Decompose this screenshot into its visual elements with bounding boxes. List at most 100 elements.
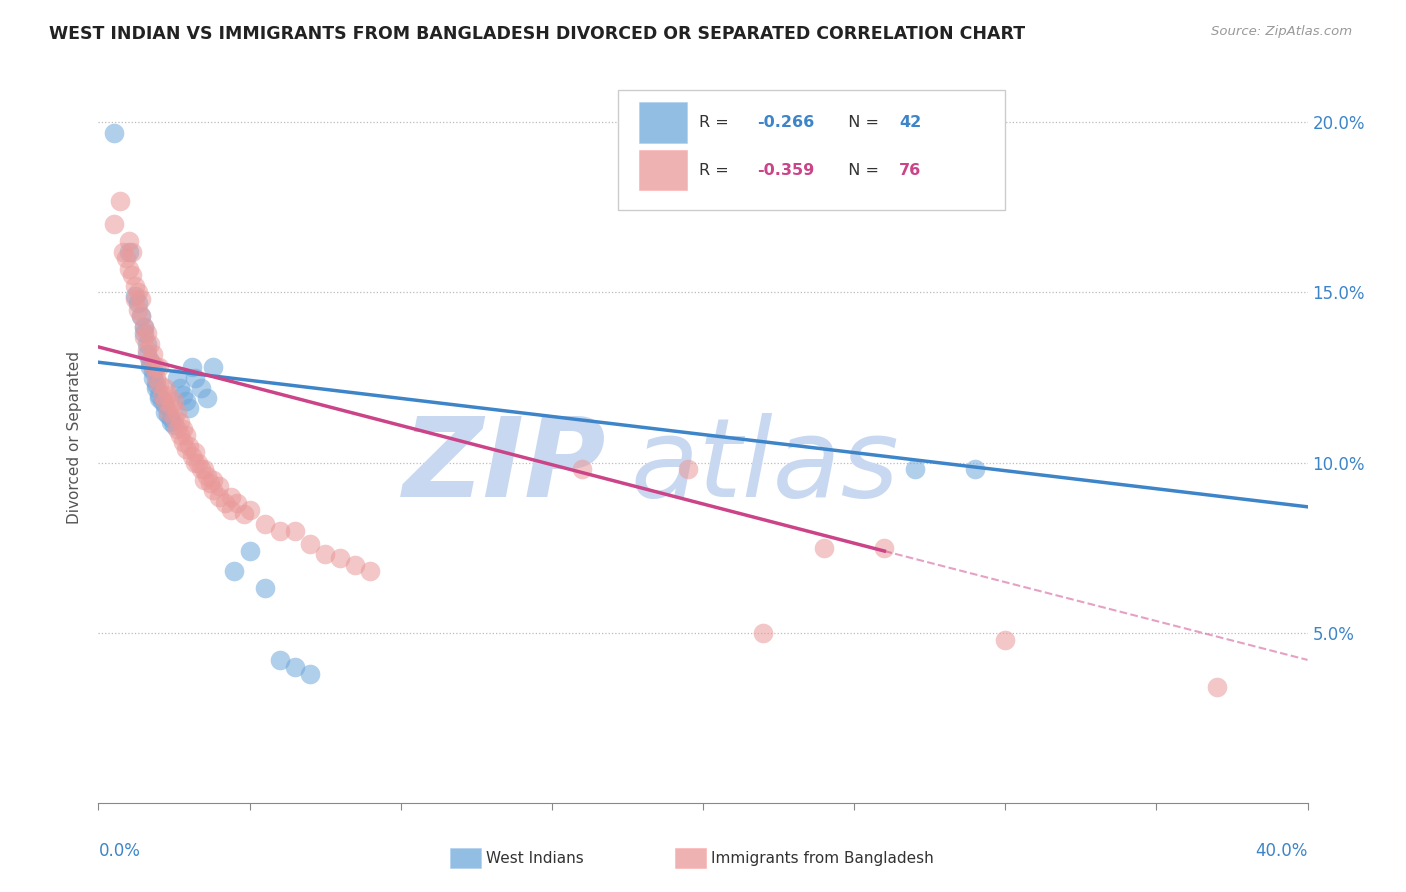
Point <box>139 353 162 368</box>
Point <box>132 329 155 343</box>
Point <box>224 565 246 579</box>
Text: 40.0%: 40.0% <box>1256 842 1308 860</box>
Point <box>145 381 167 395</box>
Point <box>142 360 165 375</box>
Point <box>172 421 194 435</box>
Point <box>132 319 155 334</box>
Text: 0.0%: 0.0% <box>98 842 141 860</box>
Text: -0.266: -0.266 <box>758 115 814 130</box>
Point <box>139 336 162 351</box>
Point <box>221 490 243 504</box>
Point <box>124 289 146 303</box>
Point <box>169 415 191 429</box>
Point <box>139 353 162 368</box>
Point <box>284 659 307 673</box>
Text: R =: R = <box>699 115 734 130</box>
Text: 42: 42 <box>898 115 921 130</box>
Point <box>108 194 131 208</box>
Point <box>190 462 212 476</box>
Point <box>329 550 352 565</box>
Point <box>145 370 167 384</box>
Point <box>965 462 987 476</box>
Point <box>181 360 204 375</box>
Point <box>111 244 134 259</box>
Point <box>174 394 197 409</box>
Point <box>142 364 165 378</box>
Point <box>208 479 231 493</box>
Point <box>166 404 188 418</box>
Point <box>904 462 927 476</box>
Point <box>142 370 165 384</box>
Point <box>160 415 183 429</box>
Point <box>676 462 699 476</box>
Point <box>163 418 186 433</box>
Point <box>172 435 194 450</box>
Point <box>150 394 173 409</box>
Point <box>174 442 197 456</box>
Point <box>124 278 146 293</box>
Point <box>135 347 157 361</box>
Point <box>172 387 194 401</box>
Point <box>153 394 176 409</box>
Point <box>160 398 183 412</box>
Point <box>148 377 170 392</box>
Point <box>153 404 176 418</box>
Text: N =: N = <box>838 115 884 130</box>
Text: 76: 76 <box>898 162 921 178</box>
Point <box>166 370 188 384</box>
Point <box>121 244 143 259</box>
Point <box>156 404 179 418</box>
Point <box>153 381 176 395</box>
Point <box>179 439 201 453</box>
Point <box>344 558 367 572</box>
Point <box>145 360 167 375</box>
Point <box>202 473 225 487</box>
Point <box>269 524 291 538</box>
Text: R =: R = <box>699 162 734 178</box>
Point <box>184 370 207 384</box>
Point <box>127 285 149 300</box>
Point <box>184 445 207 459</box>
Point <box>193 473 215 487</box>
Point <box>118 261 141 276</box>
Y-axis label: Divorced or Separated: Divorced or Separated <box>67 351 83 524</box>
Point <box>184 456 207 470</box>
Point <box>132 326 155 341</box>
Point <box>103 126 125 140</box>
Point <box>156 387 179 401</box>
Point <box>156 408 179 422</box>
Point <box>202 483 225 497</box>
Point <box>190 381 212 395</box>
Point <box>129 310 152 324</box>
Point <box>148 391 170 405</box>
Point <box>226 496 249 510</box>
Point <box>269 653 291 667</box>
Point <box>166 421 188 435</box>
Point <box>135 326 157 341</box>
Point <box>253 582 276 596</box>
Point <box>148 360 170 375</box>
Point <box>195 391 218 405</box>
Point <box>142 347 165 361</box>
Point <box>873 541 896 555</box>
Bar <box>638 103 688 143</box>
Point <box>169 428 191 442</box>
Point <box>571 462 593 476</box>
Point <box>239 544 262 558</box>
Point <box>360 565 382 579</box>
Point <box>1206 680 1229 694</box>
Text: ZIP: ZIP <box>402 413 606 520</box>
Point <box>179 401 201 416</box>
Point <box>129 310 152 324</box>
Point <box>284 524 307 538</box>
Point <box>163 394 186 409</box>
Text: -0.359: -0.359 <box>758 162 814 178</box>
Point <box>187 456 209 470</box>
Point <box>232 507 254 521</box>
Point <box>169 381 191 395</box>
Point <box>103 218 125 232</box>
Point <box>160 411 183 425</box>
Point <box>200 475 222 490</box>
Point <box>195 469 218 483</box>
Text: West Indians: West Indians <box>486 851 585 865</box>
